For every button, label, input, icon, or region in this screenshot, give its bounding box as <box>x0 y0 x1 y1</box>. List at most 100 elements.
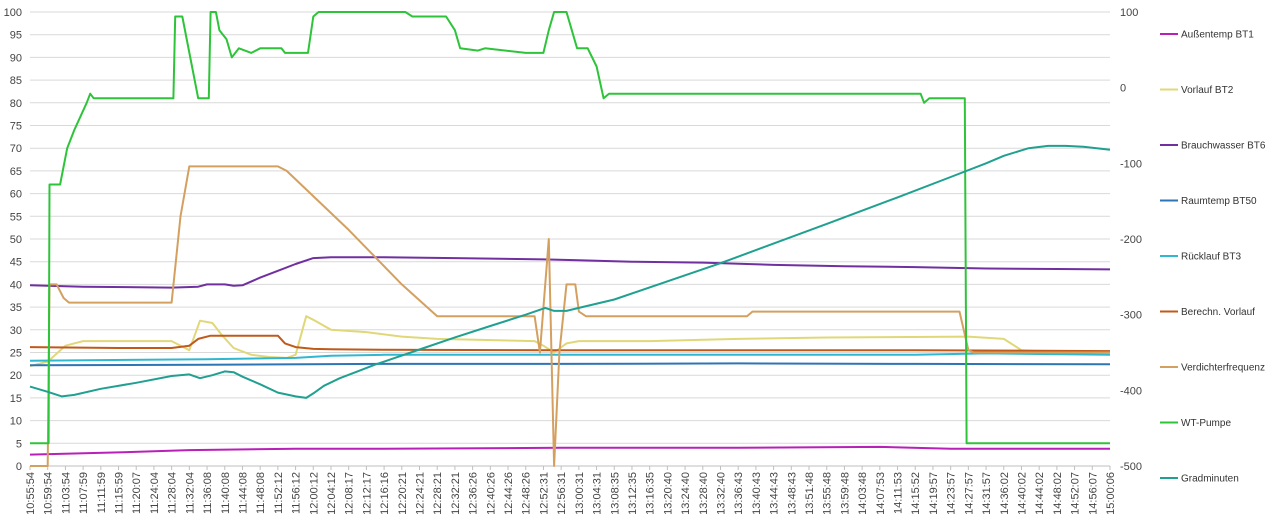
x-axis-tick-label: 14:56:07 <box>1087 472 1099 515</box>
legend-label: Raumtemp BT50 <box>1181 196 1257 207</box>
left-axis-tick-label: 75 <box>10 121 22 133</box>
legend-item: Berechn. Vorlauf <box>1160 307 1255 318</box>
left-axis-tick-label: 55 <box>10 211 22 223</box>
x-axis-tick-label: 13:04:31 <box>592 472 604 515</box>
legend-label: Rücklauf BT3 <box>1181 252 1241 263</box>
x-axis-tick-label: 13:36:43 <box>733 472 745 515</box>
x-axis-tick-label: 12:24:21 <box>415 472 427 515</box>
x-axis-tick-label: 13:20:40 <box>662 472 674 515</box>
x-axis-tick-label: 13:55:48 <box>822 472 834 515</box>
left-axis-tick-label: 20 <box>10 370 22 382</box>
right-axis-tick-label: -200 <box>1120 234 1142 246</box>
x-axis-tick-label: 14:52:07 <box>1070 472 1082 515</box>
x-axis-tick-label: 13:08:35 <box>609 472 621 515</box>
left-axis-tick-label: 35 <box>10 302 22 314</box>
left-axis-tick-label: 5 <box>16 438 22 450</box>
right-axis-tick-label: -300 <box>1120 310 1142 322</box>
legend-item: Gradminuten <box>1160 474 1239 485</box>
legend-item: Raumtemp BT50 <box>1160 196 1257 207</box>
x-axis-tick-label: 11:52:12 <box>273 472 285 514</box>
legend-item: Außentemp BT1 <box>1160 30 1254 41</box>
x-axis-tick-label: 10:59:54 <box>43 472 55 515</box>
left-axis-tick-label: 30 <box>10 325 22 337</box>
left-axis-tick-label: 80 <box>10 98 22 110</box>
x-axis-tick-label: 12:40:26 <box>485 472 497 515</box>
x-axis-tick-label: 12:36:26 <box>468 472 480 515</box>
x-axis-tick-label: 14:03:48 <box>857 472 869 515</box>
x-axis-tick-label: 14:31:57 <box>981 472 993 515</box>
x-axis-tick-label: 14:15:52 <box>910 472 922 515</box>
x-axis-tick-label: 11:15:59 <box>114 472 126 514</box>
series-line <box>29 334 1111 353</box>
x-axis-tick-label: 11:20:07 <box>131 472 143 514</box>
x-axis-tick-label: 14:48:02 <box>1052 472 1064 515</box>
left-axis-tick-label: 95 <box>10 30 22 42</box>
series-line <box>29 144 1111 399</box>
right-axis-tick-label: 100 <box>1120 7 1138 19</box>
left-axis-tick-label: 15 <box>10 393 22 405</box>
x-axis-tick-label: 12:44:26 <box>503 472 515 515</box>
right-axis-tick-label: 0 <box>1120 83 1126 95</box>
series-line <box>30 11 1110 445</box>
x-axis-tick-label: 13:24:40 <box>680 472 692 515</box>
legend-label: Außentemp BT1 <box>1181 30 1254 41</box>
x-axis-tick-label: 14:07:53 <box>875 472 887 515</box>
x-axis-tick-label: 11:48:08 <box>255 472 267 514</box>
series-line <box>29 256 1111 289</box>
left-axis-tick-label: 25 <box>10 348 22 360</box>
x-axis-tick-label: 11:44:08 <box>237 472 249 514</box>
x-axis-tick-label: 11:11:59 <box>96 472 108 513</box>
x-axis-tick-label: 11:56:12 <box>291 472 303 514</box>
x-axis-tick-label: 13:16:35 <box>645 472 657 515</box>
right-axis-tick-label: -100 <box>1120 158 1142 170</box>
series-line <box>29 352 1111 362</box>
x-axis-tick-label: 11:24:04 <box>149 472 161 514</box>
right-axis-tick-label: -400 <box>1120 385 1142 397</box>
x-axis-tick-label: 12:20:21 <box>397 472 409 515</box>
x-axis-tick-label: 12:16:16 <box>379 472 391 515</box>
x-axis-tick-label: 14:44:02 <box>1034 472 1046 515</box>
legend-label: Gradminuten <box>1181 474 1239 485</box>
legend: Außentemp BT1 Vorlauf BT2 Brauchwasser BT6… <box>1160 30 1266 485</box>
legend-item: Vorlauf BT2 <box>1160 85 1234 96</box>
x-axis-tick-label: 12:12:17 <box>361 472 373 515</box>
x-axis-tick-label: 12:32:21 <box>450 472 462 515</box>
x-axis-tick-label: 13:32:40 <box>715 472 727 515</box>
left-axis-tick-label: 45 <box>10 257 22 269</box>
left-axis-tick-label: 70 <box>10 143 22 155</box>
x-axis-tick-label: 11:03:54 <box>60 472 72 514</box>
x-axis-tick-label: 11:36:08 <box>202 472 214 514</box>
x-axis-tick-label: 12:52:31 <box>538 472 550 515</box>
x-axis-tick-label: 13:59:48 <box>839 472 851 515</box>
left-axis-tick-label: 65 <box>10 166 22 178</box>
series-line <box>29 315 1111 368</box>
x-axis-tick-label: 10:55:54 <box>25 472 37 515</box>
x-axis-tick-label: 14:40:02 <box>1016 472 1028 515</box>
x-axis-tick-label: 12:04:12 <box>326 472 338 515</box>
x-axis-tick-label: 13:51:48 <box>804 472 816 515</box>
left-axis-tick-label: 10 <box>10 416 22 428</box>
x-axis-tick-label: 12:28:21 <box>432 472 444 515</box>
left-axis-tick-label: 90 <box>10 52 22 64</box>
x-axis-tick-label: 14:19:57 <box>928 472 940 515</box>
x-axis-tick-label: 14:27:57 <box>963 472 975 515</box>
series-line <box>29 362 1111 367</box>
left-axis-tick-label: 50 <box>10 234 22 246</box>
x-axis-tick-label: 13:28:40 <box>698 472 710 515</box>
x-axis-tick-label: 12:48:26 <box>521 472 533 515</box>
legend-label: WT-Pumpe <box>1181 418 1231 429</box>
x-axis-tick-label: 15:00:06 <box>1105 472 1117 515</box>
gridlines <box>30 11 1110 467</box>
left-axis-tick-label: 40 <box>10 279 22 291</box>
x-axis-tick-label: 14:11:53 <box>893 472 905 514</box>
x-axis-tick-label: 14:23:57 <box>946 472 958 515</box>
series-line <box>29 445 1110 456</box>
x-axis-tick-label: 13:48:43 <box>786 472 798 515</box>
series-lines <box>29 11 1111 467</box>
legend-item: Rücklauf BT3 <box>1160 252 1241 263</box>
axes: 0 5 10 15 20 25 30 35 40 45 50 55 60 65 70 75 80 85 90 95 10… <box>4 7 1142 515</box>
legend-item: Brauchwasser BT6 <box>1160 141 1266 152</box>
